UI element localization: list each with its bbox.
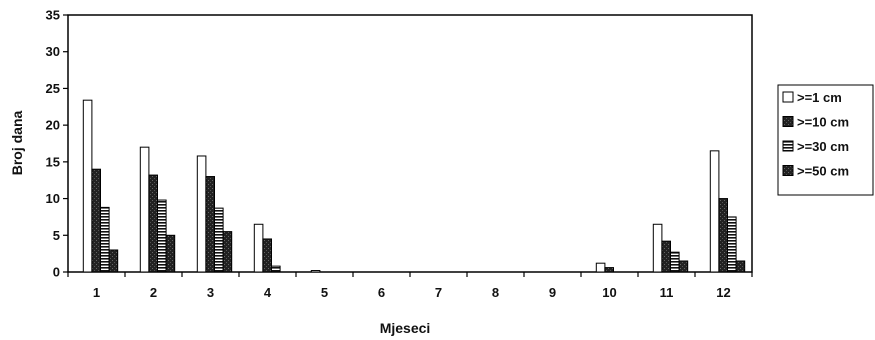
bar-series-1-month-12: [709, 150, 720, 273]
y-tick-label: 20: [46, 118, 60, 133]
plot-frame: [67, 14, 753, 273]
bar-series-3-month-11: [670, 251, 680, 273]
y-tick-label: 0: [53, 265, 60, 280]
legend-swatch: [782, 116, 794, 127]
x-tick-label: 9: [549, 285, 556, 300]
x-axis-title: Mjeseci: [380, 320, 431, 336]
y-axis-title: Broj dana: [9, 111, 25, 176]
bar-series-3-month-2: [157, 199, 167, 273]
legend-label: >=10 cm: [797, 115, 849, 130]
bar-series-1-month-1: [82, 99, 93, 273]
legend-swatch: [782, 91, 794, 103]
bar-series-3-month-12: [727, 216, 737, 273]
bar-series-4-month-12: [735, 260, 746, 273]
y-tick-label: 5: [53, 228, 60, 243]
bar-series-4-month-11: [678, 260, 689, 273]
x-tick-label: 2: [150, 285, 157, 300]
x-tick-label: 10: [602, 285, 616, 300]
bar-series-1-month-2: [139, 146, 150, 273]
bar-series-3-month-3: [214, 207, 224, 273]
x-tick-label: 12: [716, 285, 730, 300]
bar-series-2-month-12: [718, 198, 729, 273]
x-tick-label: 5: [321, 285, 328, 300]
x-tick-label: 7: [435, 285, 442, 300]
legend-swatch: [782, 165, 794, 176]
bar-series-1-month-11: [652, 223, 663, 273]
y-tick-label: 25: [46, 81, 60, 96]
bar-series-4-month-3: [222, 231, 233, 273]
bar-series-1-month-10: [595, 262, 606, 273]
legend-swatch: [782, 140, 794, 152]
bar-series-1-month-3: [196, 155, 207, 273]
legend-label: >=50 cm: [797, 164, 849, 179]
x-tick-label: 3: [207, 285, 214, 300]
bar-series-2-month-1: [91, 168, 102, 273]
y-tick-label: 30: [46, 44, 60, 59]
bar-series-2-month-10: [604, 267, 615, 273]
x-tick-label: 1: [93, 285, 100, 300]
bar-series-3-month-4: [271, 265, 281, 273]
legend-label: >=1 cm: [797, 90, 842, 105]
x-tick-label: 4: [264, 285, 272, 300]
legend: >=1 cm >=10 cm >=30 cm >=50 cm: [777, 84, 874, 196]
y-tick-label: 10: [46, 191, 60, 206]
bar-series-3-month-1: [100, 206, 110, 273]
x-tick-label: 8: [492, 285, 499, 300]
bar-series-4-month-1: [108, 249, 119, 273]
legend-label: >=30 cm: [797, 139, 849, 154]
x-tick-label: 11: [660, 285, 674, 300]
bar-series-4-month-2: [165, 234, 176, 273]
bar-series-2-month-4: [262, 238, 272, 273]
bar-series-1-month-5: [310, 270, 321, 273]
x-tick-label: 6: [378, 285, 385, 300]
bar-series-2-month-2: [148, 174, 158, 273]
y-tick-label: 15: [46, 154, 60, 169]
legend-frame: [777, 84, 874, 196]
bar-series-1-month-4: [253, 223, 264, 273]
y-tick-label: 35: [46, 8, 60, 23]
bar-series-2-month-3: [205, 176, 215, 273]
bar-series-2-month-11: [661, 240, 672, 273]
